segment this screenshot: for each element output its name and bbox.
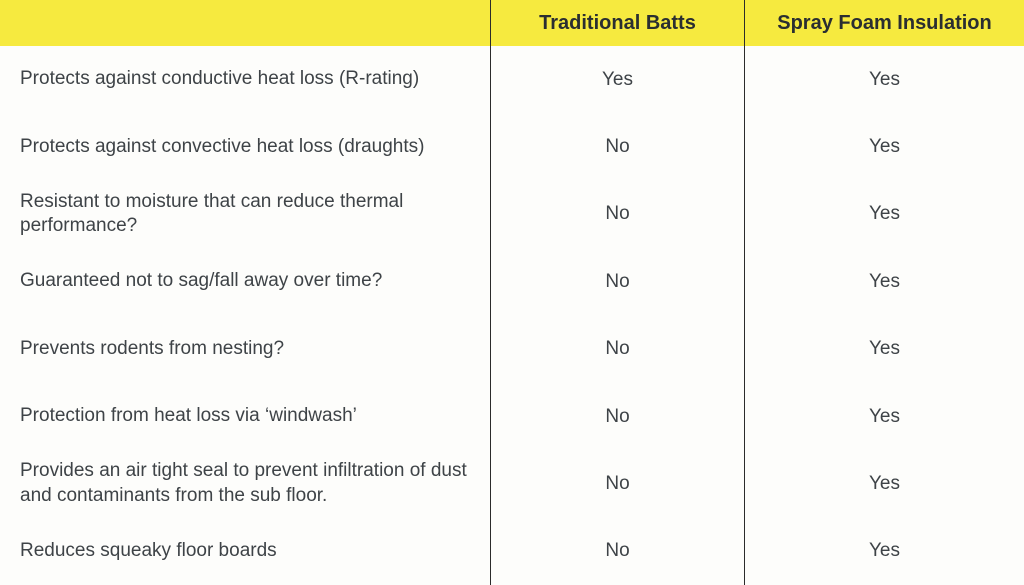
value-traditional: No [490, 316, 744, 383]
table-row: Guaranteed not to sag/fall away over tim… [0, 248, 1024, 315]
table-body: Protects against conductive heat loss (R… [0, 46, 1024, 585]
table-row: Protects against convective heat loss (d… [0, 113, 1024, 180]
value-traditional: No [490, 518, 744, 585]
table-row: Provides an air tight seal to prevent in… [0, 450, 1024, 517]
header-col-traditional: Traditional Batts [490, 0, 744, 46]
value-sprayfoam: Yes [744, 181, 1024, 248]
value-sprayfoam: Yes [744, 113, 1024, 180]
feature-label: Protects against conductive heat loss (R… [0, 46, 490, 113]
value-traditional: No [490, 383, 744, 450]
value-sprayfoam: Yes [744, 46, 1024, 113]
table-row: Protection from heat loss via ‘windwash’… [0, 383, 1024, 450]
value-sprayfoam: Yes [744, 518, 1024, 585]
feature-label: Protection from heat loss via ‘windwash’ [0, 383, 490, 450]
header-feature-blank [0, 0, 490, 46]
table-row: Protects against conductive heat loss (R… [0, 46, 1024, 113]
feature-label: Guaranteed not to sag/fall away over tim… [0, 248, 490, 315]
feature-label: Reduces squeaky floor boards [0, 518, 490, 585]
value-sprayfoam: Yes [744, 450, 1024, 517]
table-row: Reduces squeaky floor boards No Yes [0, 518, 1024, 585]
feature-label: Provides an air tight seal to prevent in… [0, 450, 490, 517]
value-sprayfoam: Yes [744, 248, 1024, 315]
comparison-table: Traditional Batts Spray Foam Insulation … [0, 0, 1024, 585]
header-col-sprayfoam: Spray Foam Insulation [744, 0, 1024, 46]
table-row: Resistant to moisture that can reduce th… [0, 181, 1024, 248]
value-sprayfoam: Yes [744, 316, 1024, 383]
table-row: Prevents rodents from nesting? No Yes [0, 316, 1024, 383]
feature-label: Protects against convective heat loss (d… [0, 113, 490, 180]
feature-label: Resistant to moisture that can reduce th… [0, 181, 490, 248]
value-traditional: No [490, 248, 744, 315]
value-traditional: No [490, 450, 744, 517]
feature-label: Prevents rodents from nesting? [0, 316, 490, 383]
value-sprayfoam: Yes [744, 383, 1024, 450]
value-traditional: No [490, 181, 744, 248]
value-traditional: No [490, 113, 744, 180]
table-header-row: Traditional Batts Spray Foam Insulation [0, 0, 1024, 46]
value-traditional: Yes [490, 46, 744, 113]
